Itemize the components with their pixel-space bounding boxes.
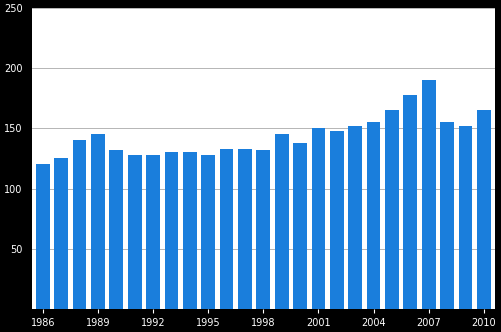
Bar (109, 150, 123, 309)
Bar (91, 134, 105, 309)
Bar (421, 80, 435, 309)
Bar (293, 143, 306, 309)
Bar (366, 123, 380, 309)
Bar (384, 110, 398, 309)
Bar (36, 164, 50, 309)
Bar (73, 140, 86, 309)
Bar (237, 149, 252, 309)
Bar (146, 155, 160, 309)
Bar (476, 110, 489, 309)
Bar (329, 131, 343, 309)
Bar (311, 128, 325, 309)
Bar (164, 152, 178, 309)
Bar (256, 150, 270, 309)
Bar (182, 152, 196, 309)
Bar (219, 149, 233, 309)
Bar (274, 134, 288, 309)
Bar (54, 158, 68, 309)
Bar (457, 126, 471, 309)
Bar (403, 95, 416, 309)
Bar (348, 126, 361, 309)
Bar (128, 155, 141, 309)
Bar (201, 155, 214, 309)
Bar (439, 123, 453, 309)
